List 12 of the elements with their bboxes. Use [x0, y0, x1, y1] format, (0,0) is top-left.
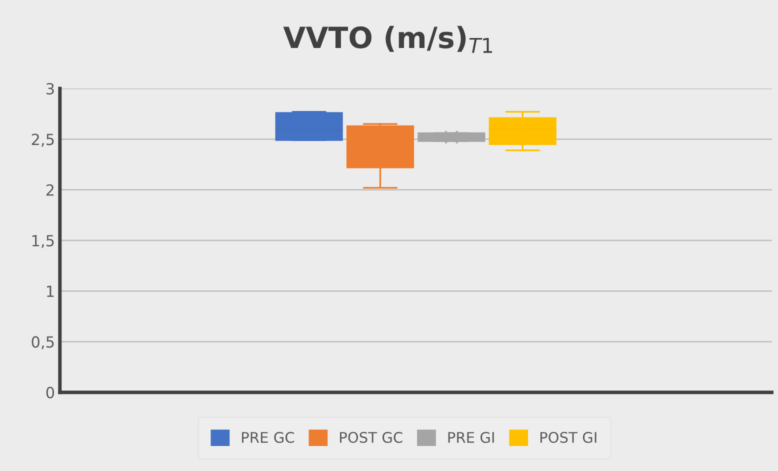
y-tick-label: 1,5 [32, 235, 54, 248]
y-tick-label: 1 [47, 286, 54, 297]
legend-label: PRE GC [242, 432, 294, 443]
legend-label: PRE GI [448, 432, 494, 443]
legend-label: POST GC [340, 432, 402, 443]
y-tick-label: 2 [46, 184, 54, 196]
chart-title: VVTO (m/s)$_{T1}$ [283, 26, 492, 53]
y-tick-label: 3 [46, 83, 54, 95]
legend-label: POST GI [540, 432, 596, 443]
y-tick-label: 0 [46, 386, 54, 398]
y-tick-label: 0,5 [32, 336, 54, 350]
y-tick-label: 2,5 [32, 134, 54, 147]
